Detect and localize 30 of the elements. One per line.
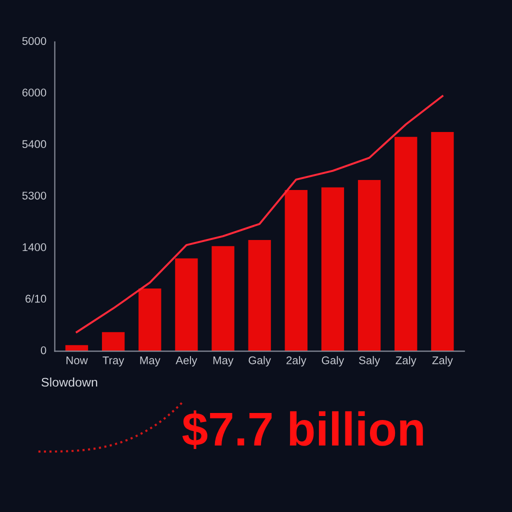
text: 1400 <box>22 243 46 252</box>
x-tick-label: 2aly <box>286 356 306 366</box>
bar <box>212 246 234 352</box>
x-tick-label: May <box>213 356 234 366</box>
x-tick-label: May <box>140 356 160 366</box>
x-tick-label: Galy <box>248 356 271 366</box>
bar <box>321 187 344 352</box>
bar <box>431 132 454 352</box>
bar <box>175 258 198 352</box>
x-tick-label: Aely <box>176 356 198 366</box>
text: $7.7 billion <box>182 410 423 449</box>
x-tick-label: Saly <box>358 356 380 366</box>
bar <box>284 190 308 352</box>
bar <box>394 136 418 352</box>
bar <box>102 332 125 352</box>
x-tick-label: Zaly <box>396 356 416 366</box>
text: 0 <box>40 346 46 354</box>
x-tick-label: Galy <box>322 356 344 366</box>
text: 6000 <box>22 88 46 97</box>
text: 5300 <box>22 192 46 200</box>
x-tick-label: Tray <box>102 356 124 366</box>
text: 5000 <box>22 37 46 45</box>
text: Slowdown <box>42 378 98 387</box>
bar <box>248 240 271 352</box>
text: 6/10 <box>26 294 46 303</box>
bar <box>138 288 162 352</box>
x-tick-label: Zaly <box>432 356 453 366</box>
text: 5400 <box>22 140 46 148</box>
bar <box>358 180 381 352</box>
x-tick-label: Now <box>66 356 88 364</box>
